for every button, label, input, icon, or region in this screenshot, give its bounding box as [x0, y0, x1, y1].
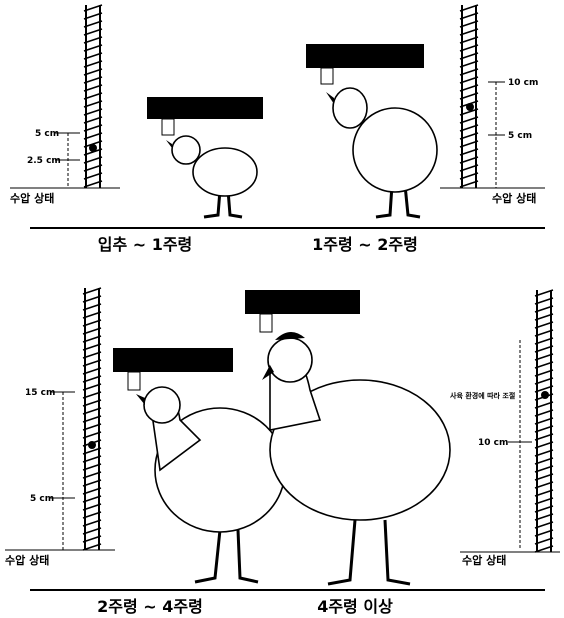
gauge-label: 10 cm: [478, 438, 508, 448]
gauge-note: 사육 환경에 따라 조절: [450, 391, 515, 400]
gauge-base: 수압 상태: [10, 191, 54, 205]
caption: 1주령 ~ 2주령: [312, 235, 418, 254]
gauge-label: 2.5 cm: [27, 156, 61, 166]
gauge-base: 수압 상태: [462, 553, 506, 567]
chick-small: [166, 136, 257, 217]
diagram: 5 cm 2.5 cm 수압 상태 10 cm 5 cm 수압 상태 입추 ~ …: [0, 0, 564, 618]
gauge-label: 10 cm: [508, 78, 538, 88]
gauge-base: 수압 상태: [5, 553, 49, 567]
hen: [136, 387, 285, 582]
rooster: [262, 332, 450, 584]
gauge-label: 5 cm: [30, 494, 54, 504]
gauge-label: 5 cm: [508, 131, 532, 141]
caption: 입추 ~ 1주령: [98, 235, 193, 254]
chick-medium: [326, 88, 437, 217]
caption: 4주령 이상: [317, 597, 393, 616]
gauge-base: 수압 상태: [492, 191, 536, 205]
gauge-label: 5 cm: [35, 129, 59, 139]
caption: 2주령 ~ 4주령: [97, 597, 203, 616]
gauge-label: 15 cm: [25, 388, 55, 398]
